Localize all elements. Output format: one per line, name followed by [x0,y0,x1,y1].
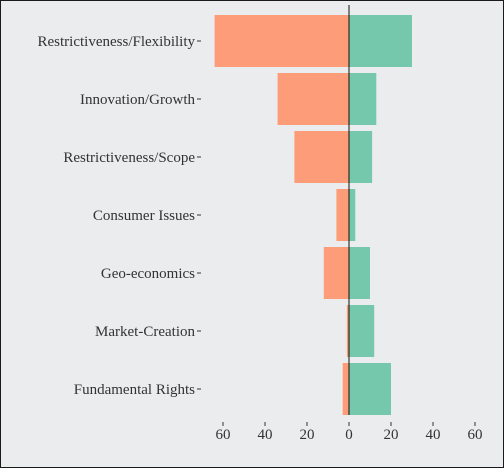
category-label-restrictiveness-scope: Restrictiveness/Scope [63,150,195,166]
bar-right-restrictiveness-scope [349,131,373,183]
bar-left-restrictiveness-scope [294,131,349,183]
x-tick-label: 60 [468,427,483,443]
category-label-innovation-growth: Innovation/Growth [80,92,195,108]
bar-left-market-creation [346,305,349,357]
category-label-consumer-issues: Consumer Issues [93,208,195,224]
bar-left-fundamental-rights [342,363,349,415]
x-tick-label: 20 [384,427,399,443]
bar-left-restrictiveness-flexibility [214,15,349,67]
category-label-fundamental-rights: Fundamental Rights [74,382,195,398]
x-tick-label: 40 [258,427,273,443]
axes-layer [197,5,476,426]
category-label-market-creation: Market-Creation [95,324,195,340]
bar-right-market-creation [349,305,375,357]
category-label-restrictiveness-flexibility: Restrictiveness/Flexibility [38,34,196,50]
bar-right-innovation-growth [349,73,377,125]
x-tick-label: 0 [345,427,353,443]
labels-layer: Restrictiveness/Flexibility Innovation/Gr… [38,34,483,443]
category-label-geo-economics: Geo-economics [101,266,195,282]
bar-left-innovation-growth [277,73,349,125]
bar-right-restrictiveness-flexibility [349,15,412,67]
x-tick-label: 60 [216,427,231,443]
bars-layer [214,15,412,415]
bar-right-fundamental-rights [349,363,391,415]
bar-right-geo-economics [349,247,370,299]
bar-right-consumer-issues [349,189,356,241]
bar-left-geo-economics [323,247,349,299]
x-tick-label: 40 [426,427,441,443]
x-tick-label: 20 [300,427,315,443]
bar-left-consumer-issues [336,189,349,241]
